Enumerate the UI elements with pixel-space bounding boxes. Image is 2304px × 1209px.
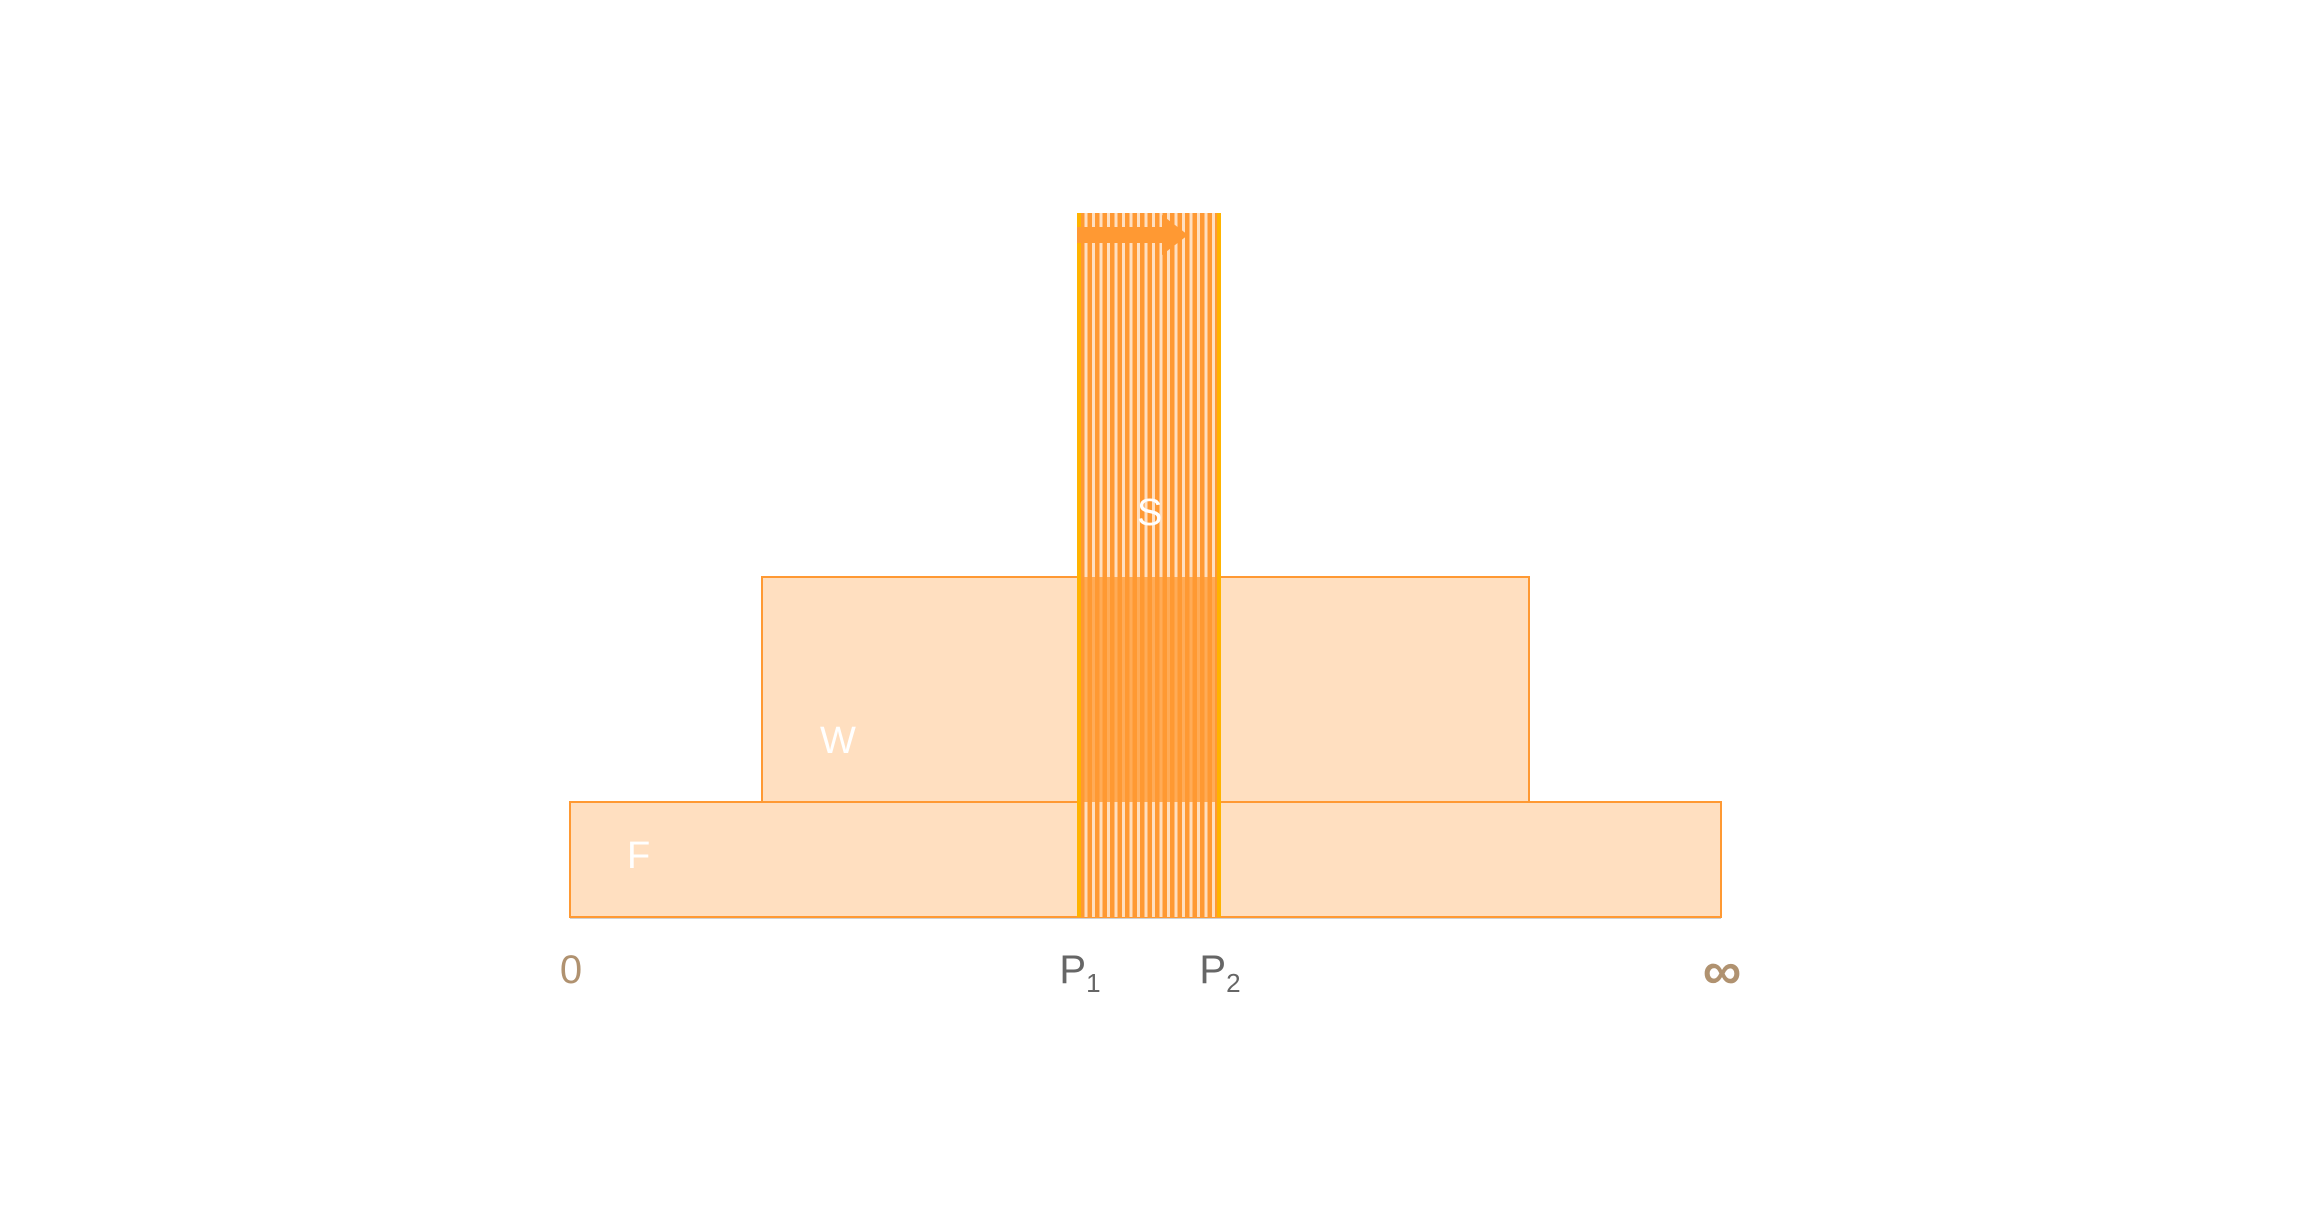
stripe xyxy=(1125,213,1130,917)
region-f-label: F xyxy=(627,835,651,877)
p2-text: P xyxy=(1199,948,1227,992)
arrow-right-icon xyxy=(1077,215,1188,255)
p1-text: P xyxy=(1059,948,1087,992)
stripe xyxy=(1170,213,1175,917)
stripe xyxy=(1217,213,1221,917)
p1-label: P1 xyxy=(1059,948,1100,999)
p2-label: P2 xyxy=(1199,948,1240,999)
p1-subscript: 1 xyxy=(1086,968,1101,998)
p2-subscript: 2 xyxy=(1226,968,1241,998)
stripe xyxy=(1077,213,1081,917)
stripe xyxy=(1087,213,1092,917)
stripe xyxy=(1140,213,1145,917)
stripe xyxy=(1162,213,1167,917)
stripe xyxy=(1147,213,1152,917)
stripe xyxy=(1192,213,1197,917)
stripe xyxy=(1077,577,1221,802)
stripe xyxy=(1132,213,1137,917)
stripe xyxy=(1155,213,1160,917)
stripe xyxy=(1177,213,1182,917)
origin-label: 0 xyxy=(559,948,583,992)
infinity-label: ∞ xyxy=(1702,941,1742,1001)
stripe xyxy=(1200,213,1205,917)
stripe xyxy=(1185,213,1190,917)
region-w-label: W xyxy=(820,720,856,762)
stripe xyxy=(1080,213,1085,917)
stripe xyxy=(1207,213,1212,917)
region-s-label: S xyxy=(1137,492,1163,534)
stripe xyxy=(1095,213,1100,917)
stripe xyxy=(1110,213,1115,917)
stripe xyxy=(1117,213,1122,917)
region-s xyxy=(1077,213,1221,917)
stripe xyxy=(1102,213,1107,917)
